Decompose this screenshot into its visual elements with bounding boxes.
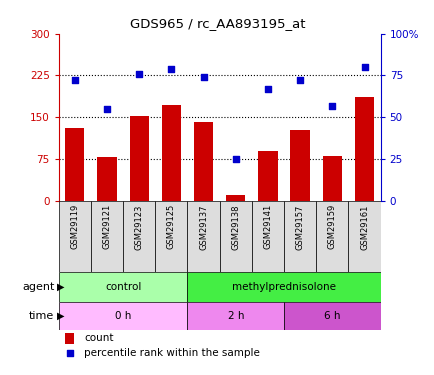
Text: GSM29161: GSM29161 (359, 204, 368, 250)
Bar (129, 116, 148, 201)
Text: ▶: ▶ (56, 311, 64, 321)
Bar (123, 201, 155, 272)
Text: GSM29121: GSM29121 (102, 204, 111, 249)
Bar (290, 130, 309, 201)
Point (66, 350, 73, 356)
Text: agent: agent (22, 282, 54, 292)
Bar (354, 97, 373, 201)
Bar (65, 128, 84, 201)
Bar (161, 105, 181, 201)
Text: GSM29125: GSM29125 (167, 204, 175, 249)
Bar (251, 201, 283, 272)
Text: 0 h: 0 h (115, 311, 131, 321)
Point (360, 64, 367, 70)
Text: GSM29119: GSM29119 (70, 204, 79, 249)
Text: GSM29157: GSM29157 (295, 204, 304, 250)
Text: 6 h: 6 h (323, 311, 340, 321)
Bar (258, 150, 277, 201)
Text: control: control (105, 282, 141, 292)
Bar (316, 201, 348, 272)
Bar (194, 122, 213, 201)
Point (232, 156, 239, 162)
Bar (187, 201, 219, 272)
Bar (322, 156, 341, 201)
Point (135, 71, 142, 77)
Bar (65, 333, 73, 344)
Point (200, 74, 207, 80)
Text: ▶: ▶ (56, 282, 64, 292)
Text: GSM29159: GSM29159 (327, 204, 336, 249)
Bar (219, 201, 251, 272)
Text: time: time (29, 311, 54, 321)
Text: GSM29137: GSM29137 (199, 204, 207, 250)
Bar (226, 195, 245, 201)
Text: methylprednisolone: methylprednisolone (231, 282, 335, 292)
Point (103, 106, 110, 112)
Bar (283, 201, 316, 272)
Point (168, 66, 174, 72)
Bar (91, 201, 123, 272)
Bar (187, 272, 380, 302)
Bar (348, 201, 380, 272)
Text: GSM29141: GSM29141 (263, 204, 272, 249)
Point (328, 102, 335, 108)
Text: GSM29138: GSM29138 (231, 204, 240, 250)
Bar (187, 302, 283, 330)
Text: 2 h: 2 h (227, 311, 243, 321)
Bar (59, 272, 187, 302)
Bar (59, 201, 91, 272)
Bar (59, 302, 187, 330)
Bar (283, 302, 380, 330)
Bar (97, 157, 116, 201)
Point (296, 78, 303, 84)
Point (71, 78, 78, 84)
Text: GSM29123: GSM29123 (135, 204, 143, 250)
Bar (155, 201, 187, 272)
Text: percentile rank within the sample: percentile rank within the sample (84, 348, 260, 358)
Text: GDS965 / rc_AA893195_at: GDS965 / rc_AA893195_at (129, 17, 305, 30)
Point (264, 86, 271, 92)
Text: count: count (84, 333, 114, 344)
